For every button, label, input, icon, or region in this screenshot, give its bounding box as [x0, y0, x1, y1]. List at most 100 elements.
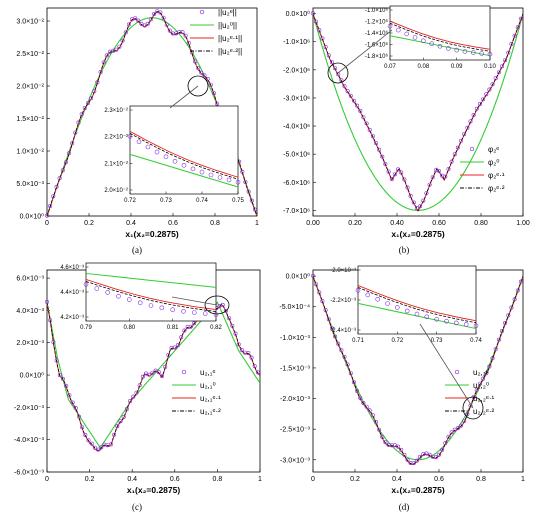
inset-fine-scale-point [181, 308, 186, 314]
fine-scale-point [227, 316, 232, 321]
inset-fine-scale-point [105, 290, 110, 295]
inset-fine-scale-point [208, 172, 214, 178]
fine-scale-point [421, 198, 426, 203]
fine-scale-point [373, 419, 378, 424]
fine-scale-point [481, 97, 486, 102]
y-tick-label: -4.0×10⁶ [283, 124, 310, 131]
x-tick-label: 0 [311, 476, 315, 483]
inset-x-tick-label: 0.81 [167, 325, 179, 331]
inset-y-tick-label: -2.4×10⁻³ [330, 328, 356, 334]
fine-scale-point [86, 438, 91, 443]
fine-scale-point [484, 371, 489, 376]
inset-fine-scale-point [365, 292, 371, 298]
inset-homogenized [129, 153, 239, 188]
fine-scale-point [212, 91, 217, 96]
fine-scale-point [123, 30, 128, 35]
inset-x-tick-label: 0.71 [352, 338, 364, 344]
fine-scale-point [342, 354, 347, 359]
fine-scale-point [462, 418, 467, 423]
fine-scale-point [57, 176, 62, 181]
fine-scale-point [471, 113, 476, 118]
x-tick-label: 0.2 [84, 220, 94, 227]
fine-scale-point [418, 454, 423, 459]
fine-scale-point [44, 299, 49, 304]
fine-scale-point [115, 424, 120, 429]
fine-scale-point [136, 18, 141, 23]
fine-scale-point [108, 442, 113, 447]
inset-y-tick-label: 4.2×10⁻³ [60, 315, 84, 321]
zoom-region-circle [327, 62, 349, 84]
inset-fine-scale-point [199, 169, 205, 175]
y-tick-label: 0.0×10⁰ [286, 273, 311, 281]
inset-y-tick-label: -1.4×10⁶ [365, 30, 389, 37]
fine-scale-point [380, 154, 385, 159]
fine-scale-point [54, 358, 59, 363]
inset-y-tick-label: -1.2×10⁶ [365, 19, 389, 26]
fine-scale-point [152, 12, 157, 17]
fine-scale-point [506, 50, 511, 55]
fine-scale-point [126, 22, 131, 27]
fine-scale-point [361, 115, 366, 120]
fine-scale-point [364, 121, 369, 126]
fine-scale-point [223, 308, 228, 313]
chart-panel-a: 0.0×10⁰ 5.0×10⁻³ 1.0×10⁻² 1.5×10⁻² 2.0×10⁻² 2… [16, 7, 259, 255]
legend-entry: φ₂ᵉ·¹ [488, 171, 505, 180]
zoom-pointer-line [419, 323, 474, 409]
fine-scale-point [383, 162, 388, 167]
y-tick-label: -5.0×10⁻⁴ [279, 304, 310, 311]
fine-scale-point [98, 70, 103, 75]
inset-fine-scale-point [487, 51, 493, 57]
inset-first-order [357, 284, 477, 322]
inset-frame [357, 265, 477, 335]
y-tick-label: -1.0×10⁶ [283, 39, 310, 46]
x-tick-label: 0.8 [476, 476, 486, 483]
y-tick-label: -2.0×10⁶ [283, 67, 310, 74]
fine-scale-point [179, 335, 184, 340]
inset-frame [389, 5, 491, 61]
fine-scale-point [351, 98, 356, 103]
y-tick-label: -3.0×10⁶ [283, 95, 310, 102]
panel-caption: (a) [132, 245, 142, 255]
x-tick-label: 0.4 [126, 220, 136, 227]
chart-panel-d: 0.0×10⁰ -5.0×10⁻⁴ -1.0×10⁻³ -1.5×10⁻³ -2.0×1… [279, 265, 525, 512]
fine-scale-point [333, 334, 338, 339]
inset-fine-scale-point [387, 23, 393, 29]
y-tick-label: 6.0×10⁻³ [16, 276, 44, 283]
inset-fine-scale-point [473, 323, 479, 329]
legend-entry: ||u₂⁰|| [218, 21, 237, 30]
series-first-order [46, 302, 261, 452]
fine-scale-point [320, 299, 325, 304]
y-tick-label: 2.0×10⁻² [16, 84, 44, 91]
y-tick-label: -2.0×10⁻³ [280, 396, 311, 403]
inset-fine-scale-point [434, 316, 440, 322]
y-tick-label: -2.5×10⁻³ [280, 427, 311, 434]
zoom-pointer-line [169, 85, 199, 109]
fine-scale-point [367, 127, 372, 132]
fine-scale-point [51, 194, 56, 199]
fine-scale-point [314, 19, 319, 24]
inset-fine-scale-point [145, 144, 151, 150]
fine-scale-point [484, 92, 489, 97]
inset-fine-scale-point [375, 296, 381, 302]
fine-scale-point [323, 44, 328, 49]
fine-scale-point [452, 152, 457, 157]
fine-scale-point [145, 21, 150, 26]
fine-scale-point [399, 447, 404, 452]
fine-scale-point [408, 193, 413, 198]
x-tick-label: 0 [45, 220, 49, 227]
fine-scale-point [512, 297, 517, 302]
fine-scale-point [351, 380, 356, 385]
fine-scale-point [255, 370, 260, 375]
inset-first-order [389, 20, 491, 50]
fine-scale-point [188, 324, 193, 329]
fine-scale-point [373, 141, 378, 146]
inset-fine-scale-point [235, 179, 241, 185]
fine-scale-point [83, 432, 88, 437]
legend-entry: u₂,₂ᵉ·² [473, 407, 495, 416]
fine-scale-point [243, 180, 248, 185]
inset-x-tick-label: 0.73 [160, 198, 172, 204]
inset-second-order [85, 281, 217, 312]
legend-entry: ||u₂ᵉ|| [218, 8, 237, 17]
y-tick-label: 5.0×10⁻³ [16, 181, 44, 188]
fine-scale-point [436, 452, 441, 457]
